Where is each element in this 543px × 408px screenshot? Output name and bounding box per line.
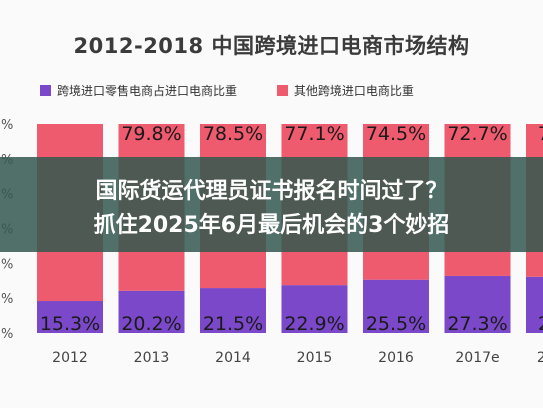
legend-item-retail: 跨境进口零售电商占进口电商比重 — [40, 82, 237, 99]
bar-retail — [526, 276, 543, 333]
data-label: 21.5% — [203, 313, 263, 335]
bar-retail — [118, 290, 185, 333]
y-tick-label: % — [1, 257, 13, 272]
legend-swatch-other — [276, 85, 288, 96]
bar-retail — [37, 301, 103, 333]
headline-banner: 国际货运代理员证书报名时间过了？ 抓住2025年6月最后机会的3个妙招 — [0, 157, 543, 252]
legend-label-retail: 跨境进口零售电商占进口电商比重 — [57, 84, 238, 98]
y-tick-label: % — [1, 327, 13, 342]
data-label: 27.3% — [447, 313, 507, 335]
y-tick-label: % — [1, 118, 13, 133]
data-label: 20.2% — [121, 313, 181, 335]
x-tick-label: 2015 — [297, 350, 333, 366]
chart-title: 2012-2018 中国跨境进口电商市场结构 — [73, 34, 470, 58]
headline-line-2: 抓住2025年6月最后机会的3个妙招 — [93, 213, 450, 238]
data-label: 26.9 — [538, 313, 543, 335]
data-label: 77.1% — [284, 123, 344, 145]
data-label: 78.5% — [203, 123, 263, 145]
bar-retail — [281, 285, 348, 333]
data-label: 72.7% — [447, 123, 507, 145]
legend-swatch-retail — [40, 85, 51, 96]
headline-line-1: 国际货运代理员证书报名时间过了？ — [95, 179, 448, 204]
x-tick-label: 2016 — [378, 350, 414, 366]
data-label: 79.8% — [121, 123, 181, 145]
data-label: 74.5% — [366, 123, 426, 145]
data-label: 25.5% — [366, 313, 426, 335]
y-tick-label: % — [1, 292, 13, 307]
data-label: 22.9% — [284, 313, 344, 335]
bar-retail — [444, 275, 511, 333]
bar-retail — [363, 279, 429, 333]
data-label: 15.3% — [40, 313, 100, 335]
chart-legend: 跨境进口零售电商占进口电商比重 其他跨境进口电商比重 — [40, 82, 450, 99]
legend-item-other: 其他跨境进口电商比重 — [276, 82, 414, 99]
bar-retail — [200, 288, 266, 333]
x-tick-label: 2012 — [52, 350, 88, 366]
x-tick-label: 2018e — [537, 350, 543, 366]
x-tick-label: 2017e — [455, 350, 499, 366]
data-label: 73.1 — [538, 123, 543, 145]
legend-label-other: 其他跨境进口电商比重 — [293, 84, 414, 98]
x-tick-label: 2014 — [215, 350, 251, 366]
x-tick-label: 2013 — [134, 350, 170, 366]
